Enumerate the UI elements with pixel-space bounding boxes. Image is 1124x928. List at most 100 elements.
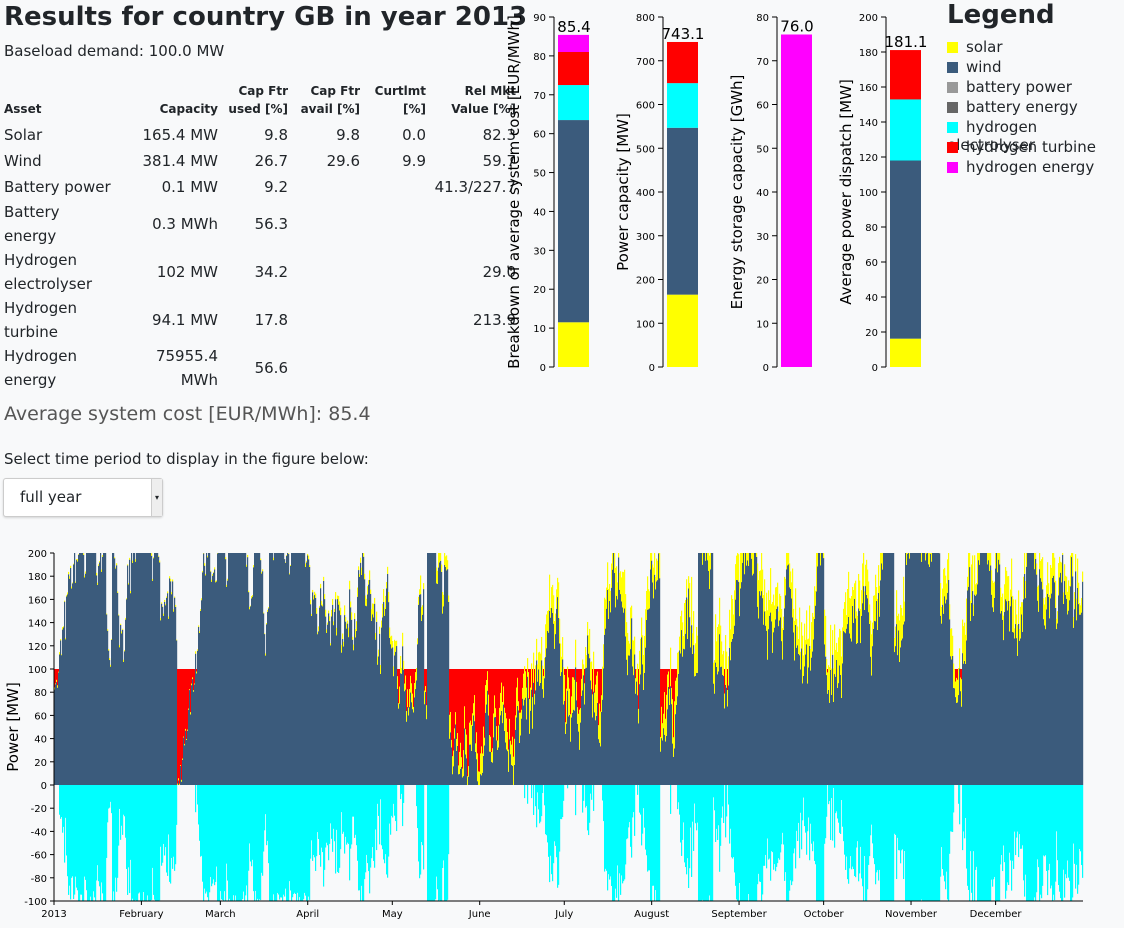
electrolyser-mark (917, 785, 919, 901)
solar-mark (319, 605, 321, 608)
electrolyser-mark (416, 785, 418, 807)
solar-mark (518, 701, 520, 711)
wind-mark (618, 557, 620, 785)
period-select[interactable]: full year ▾ (3, 478, 163, 517)
wind-mark (730, 660, 732, 785)
wind-mark (483, 755, 485, 785)
electrolyser-mark (98, 785, 100, 882)
electrolyser-mark (535, 785, 537, 807)
wind-mark (506, 749, 508, 785)
wind-mark (795, 624, 797, 785)
electrolyser-mark (651, 785, 653, 901)
electrolyser-mark (975, 785, 977, 870)
solar-mark (894, 637, 896, 653)
electrolyser-mark (637, 785, 639, 795)
solar-mark (377, 656, 379, 665)
electrolyser-mark (865, 785, 867, 901)
electrolyser-mark (277, 785, 279, 893)
electrolyser-mark (1055, 785, 1057, 882)
solar-mark (670, 647, 672, 687)
wind-mark (907, 553, 909, 785)
wind-mark (803, 675, 805, 785)
electrolyser-mark (129, 785, 131, 894)
wind-mark (958, 695, 960, 785)
turbine-mark (460, 669, 462, 743)
turbine-mark (509, 669, 511, 719)
turbine-mark (662, 669, 664, 724)
solar-mark (388, 591, 390, 603)
electrolyser-mark (367, 785, 369, 864)
electrolyser-mark (1022, 785, 1024, 846)
y-tick-label: 40 (34, 735, 47, 746)
wind-mark (649, 608, 651, 785)
wind-mark (146, 553, 148, 785)
electrolyser-mark (1039, 785, 1041, 901)
wind-mark (993, 611, 995, 785)
electrolyser-mark (645, 785, 647, 850)
wind-mark (1021, 614, 1023, 785)
electrolyser-mark (834, 785, 836, 848)
electrolyser-mark (738, 785, 740, 901)
turbine-mark (664, 669, 666, 693)
wind-mark (356, 630, 358, 785)
electrolyser-mark (945, 785, 947, 890)
solar-mark (459, 751, 461, 775)
wind-mark (737, 580, 739, 785)
electrolyser-mark (619, 785, 621, 874)
electrolyser-mark (862, 785, 864, 887)
wind-mark (87, 553, 89, 785)
wind-mark (799, 655, 801, 785)
solar-mark (570, 714, 572, 742)
electrolyser-mark (372, 785, 374, 848)
electrolyser-mark (213, 785, 215, 880)
wind-mark (378, 656, 380, 785)
table-cell: 41.3/227.7 (434, 178, 516, 196)
wind-mark (901, 640, 903, 785)
wind-mark (593, 691, 595, 785)
turbine-mark (455, 669, 457, 713)
wind-mark (259, 553, 261, 785)
wind-mark (995, 568, 997, 785)
wind-mark (902, 638, 904, 785)
electrolyser-mark (291, 785, 293, 901)
turbine-mark (474, 669, 476, 696)
electrolyser-mark (951, 785, 953, 832)
solar-mark (709, 555, 711, 590)
wind-mark (319, 607, 321, 785)
solar-mark (309, 565, 311, 567)
wind-mark (588, 653, 590, 785)
solar-mark (979, 553, 981, 565)
solar-mark (552, 584, 554, 613)
wind-mark (947, 592, 949, 785)
solar-mark (1074, 592, 1076, 610)
electrolyser-mark (380, 785, 382, 800)
solar-mark (674, 701, 676, 749)
wind-mark (858, 608, 860, 785)
wind-mark (307, 555, 309, 785)
y-tick-label: 180 (859, 48, 878, 59)
wind-mark (91, 553, 93, 785)
electrolyser-mark (773, 785, 775, 870)
solar-mark (316, 608, 318, 614)
electrolyser-mark (145, 785, 147, 901)
electrolyser-mark (371, 785, 373, 859)
solar-mark (820, 553, 822, 566)
solar-mark (169, 576, 171, 579)
electrolyser-mark (374, 785, 376, 868)
y-tick-label: 40 (533, 207, 546, 218)
electrolyser-mark (767, 785, 769, 839)
solar-mark (778, 611, 780, 627)
wind-mark (124, 651, 126, 785)
electrolyser-mark (386, 785, 388, 875)
wind-mark (156, 553, 158, 785)
solar-mark (1068, 580, 1070, 611)
turbine-mark (464, 669, 466, 707)
electrolyser-mark (628, 785, 630, 828)
electrolyser-mark (390, 785, 392, 835)
solar-mark (870, 620, 872, 657)
solar-mark (359, 573, 361, 577)
turbine-mark (566, 669, 568, 689)
solar-mark (1022, 602, 1024, 632)
wind-mark (716, 666, 718, 785)
bar-segment-hydrogen-energy (558, 34, 589, 52)
